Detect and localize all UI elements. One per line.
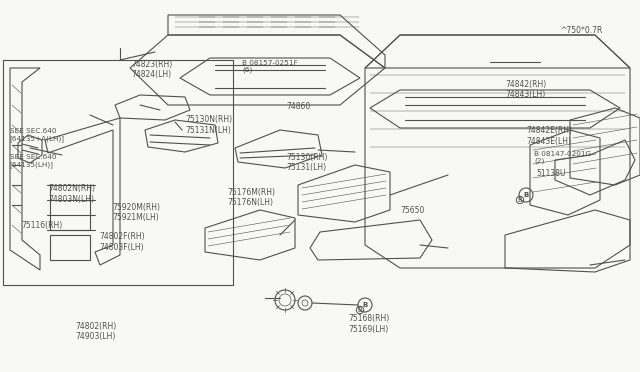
Text: SEE SEC.640
[64135(LH)]: SEE SEC.640 [64135(LH)] bbox=[10, 154, 56, 168]
Text: 74802F(RH)
74803F(LH): 74802F(RH) 74803F(LH) bbox=[99, 232, 145, 252]
Text: B: B bbox=[362, 302, 367, 308]
Text: B: B bbox=[524, 192, 529, 198]
Text: 75116(RH): 75116(RH) bbox=[21, 221, 62, 230]
Text: B: B bbox=[358, 307, 362, 313]
Text: SEE SEC.640
[64135+A(LH)]: SEE SEC.640 [64135+A(LH)] bbox=[10, 128, 65, 142]
Text: 74842(RH)
74843(LH): 74842(RH) 74843(LH) bbox=[506, 80, 547, 99]
Text: B: B bbox=[518, 197, 522, 203]
Text: 74802N(RH)
74803N(LH): 74802N(RH) 74803N(LH) bbox=[48, 184, 95, 203]
Text: 74823(RH)
74824(LH): 74823(RH) 74824(LH) bbox=[131, 60, 172, 79]
Text: 51138U: 51138U bbox=[536, 169, 566, 178]
Text: B 08147-0201G
(2): B 08147-0201G (2) bbox=[534, 151, 591, 164]
Text: ^750*0.7R: ^750*0.7R bbox=[560, 26, 602, 35]
Text: 74802(RH)
74903(LH): 74802(RH) 74903(LH) bbox=[76, 322, 116, 341]
Text: 75130N(RH)
75131N(LH): 75130N(RH) 75131N(LH) bbox=[186, 115, 233, 135]
Text: 74860: 74860 bbox=[287, 102, 311, 111]
Text: B 08157-0251F
(6): B 08157-0251F (6) bbox=[242, 60, 298, 73]
Text: 75176M(RH)
75176N(LH): 75176M(RH) 75176N(LH) bbox=[227, 188, 275, 207]
Text: 75650: 75650 bbox=[400, 206, 424, 215]
Text: 74842E(RH)
74843E(LH): 74842E(RH) 74843E(LH) bbox=[526, 126, 572, 146]
Text: 75920M(RH)
75921M(LH): 75920M(RH) 75921M(LH) bbox=[112, 203, 160, 222]
Text: 75130(RH)
75131(LH): 75130(RH) 75131(LH) bbox=[287, 153, 328, 172]
Text: 75168(RH)
75169(LH): 75168(RH) 75169(LH) bbox=[349, 314, 390, 334]
